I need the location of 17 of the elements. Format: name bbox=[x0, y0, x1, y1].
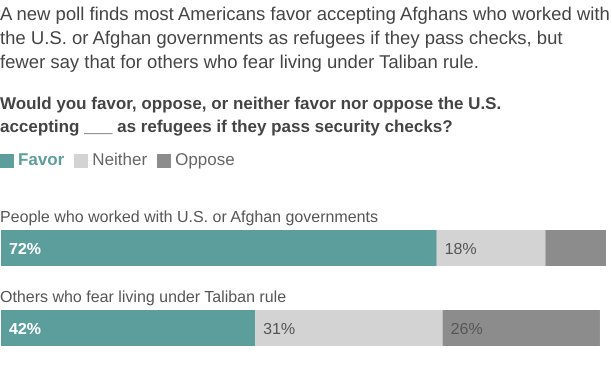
bar bbox=[1, 230, 437, 266]
bar bbox=[442, 310, 600, 346]
bar bbox=[546, 230, 606, 266]
y-tick-label: People who worked with U.S. or Afghan governments bbox=[0, 209, 378, 226]
chart-title: A new poll finds most Americans favor accepting Afghans who worked with the U.S. or Afghan governments as refugees if they pass checks, but fewer say that for others who fear living under Taliban rule. bbox=[0, 2, 611, 74]
bar bbox=[436, 230, 546, 266]
legend-label: Favor bbox=[18, 150, 64, 169]
data-label: 31% bbox=[263, 321, 296, 338]
data-label: 18% bbox=[444, 241, 477, 258]
y-tick-label: Others who fear living under Taliban rule bbox=[0, 289, 286, 306]
data-label: 72% bbox=[9, 241, 42, 258]
bar bbox=[255, 310, 443, 346]
legend-label: Neither bbox=[92, 150, 148, 169]
bar bbox=[1, 310, 256, 346]
legend-label: Oppose bbox=[175, 150, 235, 169]
data-label: 42% bbox=[9, 321, 42, 338]
chart-subtitle: Would you favor, oppose, or neither favor nor oppose the U.S. accepting ___ as refugees if they pass security checks? bbox=[0, 93, 502, 138]
